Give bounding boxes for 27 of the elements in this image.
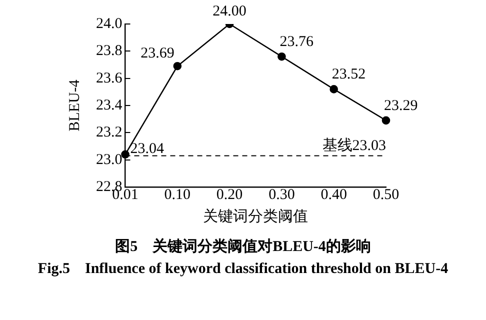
point bbox=[330, 85, 338, 94]
text: Fig.5 Influence of keyword classification threshold on BLEU-4 bbox=[36, 260, 450, 279]
text: 24.00 bbox=[212, 3, 246, 20]
text: 23.69 bbox=[140, 46, 174, 62]
point bbox=[173, 62, 182, 70]
y-tick-label: 24.0 bbox=[96, 16, 122, 32]
text: 23.29 bbox=[384, 98, 418, 114]
ref-line-label: 基线23.03 bbox=[322, 137, 386, 154]
x-tick-label: 0.50 bbox=[372, 186, 400, 203]
point bbox=[278, 52, 286, 61]
x-tick-label: 0.40 bbox=[320, 186, 347, 203]
x-tick-label: 0.10 bbox=[164, 186, 191, 203]
y-tick-label: 23.8 bbox=[96, 43, 122, 60]
y-tick-label: 23.6 bbox=[96, 70, 123, 86]
y-axis-title: BLEU-4 bbox=[66, 79, 83, 132]
y-tick-label: 23.2 bbox=[96, 124, 122, 141]
y-tick-label: 23.0 bbox=[96, 152, 122, 168]
x-axis-title: 关键词分类阈值 bbox=[203, 208, 308, 225]
text: 23.04 bbox=[130, 140, 164, 157]
point bbox=[121, 150, 130, 159]
x-tick-label: 0.30 bbox=[268, 186, 295, 203]
x-tick-label: 0.20 bbox=[216, 186, 243, 203]
text: 图5 关键词分类阈值对BLEU-4的影响 bbox=[114, 237, 372, 257]
point bbox=[382, 116, 390, 125]
text: 23.52 bbox=[332, 66, 366, 83]
y-tick-label: 23.4 bbox=[96, 97, 123, 114]
text: 23.76 bbox=[280, 34, 314, 50]
